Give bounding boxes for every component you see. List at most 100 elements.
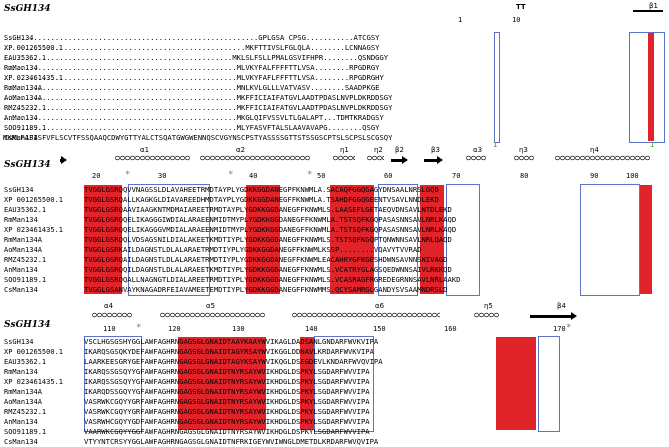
ruler-block-2: 20 30 40 50 60 70 80 90 100 * * * (0, 170, 669, 181)
sequence-row: ........................................… (3, 83, 380, 92)
similarity-box (128, 184, 210, 296)
conservation-star: * (136, 323, 142, 333)
sequences-block-1: ........................................… (3, 33, 392, 143)
identity-column (300, 337, 314, 430)
sequence-row: ........................................… (3, 113, 384, 122)
disulfide-marker: 1 (493, 141, 498, 149)
helix-glyph (160, 312, 265, 318)
helix-glyph (514, 155, 534, 161)
sequence-name: SOO91189.1 (4, 428, 47, 436)
sequence-row: IKARQSSGSQYYGFAWFAGHRNGAGSGLGNAIDTNYRSAY… (84, 377, 370, 386)
conservation-star: * (125, 170, 131, 180)
ruler-tick: 140 (305, 325, 318, 333)
ruler-tick: 1 (458, 16, 463, 24)
sequence-name: XP 023461435.1 (4, 378, 64, 386)
helix-label: η5 (484, 302, 493, 310)
sequence-row: ........................................… (3, 53, 389, 62)
ruler-tick: 50 (317, 172, 326, 180)
conservation-star: * (566, 323, 572, 333)
sequence-name: SsGH134 (4, 186, 34, 194)
sequence-row: TVGGLGSRQAAVIAAGKNTMDMAIAREETRMDTAYPLYGD… (84, 205, 452, 214)
sequence-name: RmMan134A (4, 84, 42, 92)
alignment-title: SsGH134 (4, 4, 51, 14)
identity-column (178, 337, 266, 430)
helix-label: α3 (473, 146, 483, 154)
sequence-names-block-1: SsGH134 XP 001265500.1 EAU35362.1 RmMan1… (4, 33, 63, 143)
sequence-row: ........................................… (3, 73, 384, 82)
ruler-tick: 160 (444, 325, 457, 333)
alignment-block-1: 1 10 TT β1 SsGH134 SsGH134 XP 001265500.… (0, 0, 669, 149)
similarity-box (629, 32, 665, 143)
sequence-name: RMZ45232.1 (4, 256, 47, 264)
identity-column (84, 185, 122, 294)
ruler-tick: 30 (158, 172, 167, 180)
ruler-block-1: 1 10 (0, 16, 669, 25)
sequence-names-block-2: SsGH134 XP 001265500.1 EAU35362.1 RmMan1… (4, 185, 63, 295)
conservation-star: * (228, 170, 234, 180)
ruler-tick: 170 (553, 325, 566, 333)
ruler-tick: 60 (384, 172, 393, 180)
helix-label: α1 (140, 146, 150, 154)
sequence-name: EAU35362.1 (4, 206, 47, 214)
secondary-structure-block-1: TT β1 (0, 2, 669, 12)
sequence-row: VTYYNTCRSYYGGLAWFAGHRNGAGSGLGNAIDTNFRKIG… (84, 437, 379, 446)
sequence-row: IKARQDSSGQYYGFAWFAGHRNGAGSGLGNAIDTNYRSAY… (84, 387, 370, 396)
sequence-name: XP 023461435.1 (4, 74, 64, 82)
sequence-name: SsGH134 (4, 338, 34, 346)
sequence-row: TVGGLGSRQQVVNAGSSLDLAVAHEETRMDTAYPLYGDKK… (84, 185, 439, 194)
helix-label: α5 (206, 302, 216, 310)
identity-column (648, 33, 654, 141)
beta-strand-label: β3 (431, 146, 440, 154)
ruler-tick: 70 (452, 172, 461, 180)
sequence-name: XP 001265500.1 (4, 196, 64, 204)
sequence-row: VASRWKCGQYYGRFAWFAGHRNGAGSGLGNAIDTNYRSAY… (84, 397, 370, 406)
helix-glyph (555, 155, 650, 161)
sequences-block-3: VSCLHGSGSHYGGLAWFAGHRNGAGSGLGNAIDTAAYKAA… (84, 337, 383, 447)
sequence-row: TVGGLGSRKAILDAGNSTLDLALARAETRMDTIYPLYGDK… (84, 245, 422, 254)
identity-column (420, 185, 444, 294)
secondary-structure-block-3: α4 α5 α6 η5 β4 (0, 302, 669, 314)
helix-label: η2 (374, 146, 383, 154)
ruler-block-3: 110 120 130 140 150 160 170 * * (0, 323, 669, 334)
sequence-row: ........................................… (3, 93, 393, 102)
ruler-tick: 120 (168, 325, 181, 333)
sequence-name: AoMan134A (4, 398, 42, 406)
helix-glyph (333, 155, 355, 161)
helix-glyph (200, 155, 310, 161)
beta-strand-arrow (391, 156, 408, 164)
sequence-name: XP 001265500.1 (4, 348, 64, 356)
sequence-name: XP 023461435.1 (4, 226, 64, 234)
sequence-row: VAARWKCGQYYGGFAWFAGHRNGAGSGLGNAIDTNYRSAY… (84, 427, 370, 436)
ruler-tick: 100 (626, 172, 639, 180)
helix-glyph (474, 312, 499, 318)
sequence-row: TVGGLGSRQQELIKAGGGIWDIALARAEENMIDTMYPLYG… (84, 215, 457, 224)
alignment-title: SsGH134 (4, 320, 51, 330)
ruler-tick: 20 (92, 172, 101, 180)
helix-label: α4 (104, 302, 114, 310)
helix-glyph (292, 312, 440, 318)
sequence-name: AoMan134A (4, 94, 42, 102)
sequence-name: CsMan134 (4, 438, 38, 446)
sequence-row: TVGGLGSRQQALLNAGNGTLDIALAREETRMDTIYPLYGD… (84, 275, 461, 284)
sequence-name: EAU35362.1 (4, 54, 47, 62)
sequence-name: RMZ45232.1 (4, 104, 47, 112)
ruler-tick: 40 (249, 172, 258, 180)
beta-strand-arrow (424, 156, 443, 164)
sequence-row: IKARQSGSQKYDEFAWFAGHRNGAGSGLGNAIDTAGYRSA… (84, 347, 374, 356)
sequence-name: RmMan134 (4, 64, 38, 72)
helix-glyph (466, 155, 486, 161)
ruler-tick: 110 (103, 325, 116, 333)
beta-strand-arrow (530, 312, 577, 320)
sequence-row: TVGGLGSRQQLVDSAGSNILDIALAKEETKMDTIYPLYGD… (84, 235, 452, 244)
sequence-row: ........................................… (3, 63, 380, 72)
helix-label: α2 (236, 146, 246, 154)
disulfide-marker: 1 (650, 141, 655, 149)
beta-strand-label: β4 (557, 302, 566, 310)
similarity-box (580, 184, 640, 296)
helix-label: α6 (375, 302, 385, 310)
ruler-tick: 150 (373, 325, 386, 333)
identity-column (330, 185, 374, 294)
sequence-row: ........................................… (3, 123, 380, 132)
sequence-name: AnMan134 (4, 266, 38, 274)
conservation-star: * (307, 170, 313, 180)
